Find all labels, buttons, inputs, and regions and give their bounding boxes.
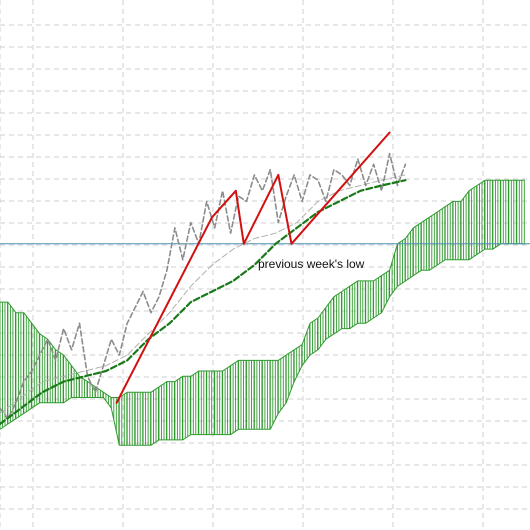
cloud-upper-edge bbox=[0, 179, 525, 398]
series-layer bbox=[0, 131, 407, 426]
slow-average-line bbox=[0, 179, 407, 426]
price-line bbox=[0, 152, 407, 420]
cloud-lower-edge bbox=[0, 243, 525, 446]
trend-line bbox=[115, 131, 391, 404]
previous-week-low-annotation: previous week's low bbox=[258, 257, 365, 271]
fast-average-line bbox=[0, 174, 406, 414]
ichimoku-cloud bbox=[0, 179, 525, 446]
